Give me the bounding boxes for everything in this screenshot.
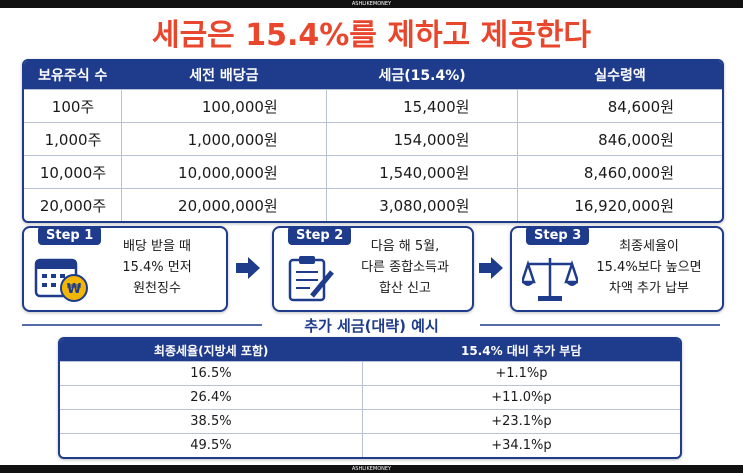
watermark: ASHLIKEMONEY [0,0,743,8]
table-cell: 38.5% [60,409,363,434]
table-cell: 846,000원 [517,122,722,156]
table-row: 38.5% +23.1%p [60,409,680,434]
scale-icon [522,258,578,301]
table-cell: 1,000,000원 [121,122,327,156]
table-cell: 84,600원 [517,89,722,123]
section-rule [22,324,720,326]
table-cell: 8,460,000원 [517,155,722,189]
table-cell: 20,000주 [24,188,122,221]
table-cell: +23.1%p [361,409,680,434]
step-line: 다음 해 5월, [370,239,440,254]
step-line: 15.4% 먼저 [122,260,192,275]
column-header: 세전 배당금 [121,61,327,90]
table-row: 16.5% +1.1%p [60,361,680,386]
table-cell: 20,000,000원 [121,188,327,221]
arrow [236,257,260,279]
rate-table: 최종세율(지방세 포함) 15.4% 대비 추가 부담 16.5% +1.1%p 26.… [58,337,682,459]
table-cell: 1,000주 [24,122,122,156]
step-line: 배당 받을 때 [122,239,192,254]
table-cell: 100,000원 [121,89,327,123]
calendar-icon: ₩ [34,258,88,302]
section-title: 추가 세금(대략) 예시 [304,317,439,335]
column-header: 세금(15.4%) [326,61,518,90]
table-row: 49.5% +34.1%p [60,433,680,457]
table-cell: 15,400원 [325,89,518,123]
column-header: 실수령액 [517,61,722,90]
table-cell: 10,000,000원 [121,155,327,189]
step-line: 차액 추가 납부 [608,281,690,296]
table-cell: 49.5% [60,433,363,457]
table-cell: +11.0%p [361,385,680,410]
clipboard-icon [288,256,334,302]
step-badge: Step 3 [526,226,590,245]
table-row: 26.4% +11.0%p [60,385,680,410]
step-line: 다른 종합소득과 [361,260,449,275]
table-cell: +34.1%p [361,433,680,457]
table-row: 100주 100,000원 15,400원 84,600원 [24,89,722,123]
watermark: ASHLIKEMONEY [0,465,743,473]
column-header: 15.4% 대비 추가 부담 [362,339,680,362]
table-cell: 10,000주 [24,155,122,189]
table-row: 10,000주 10,000,000원 1,540,000원 8,460,000원 [24,155,722,189]
step-badge: Step 2 [288,226,352,245]
step-line: 합산 신고 [379,281,431,296]
table-cell: 26.4% [60,385,363,410]
column-header: 보유주식 수 [24,61,122,90]
svg-text:₩: ₩ [67,282,82,297]
table-row: 20,000주 20,000,000원 3,080,000원 16,920,000원 [24,188,722,221]
dividend-table: 보유주식 수 세전 배당금 세금(15.4%) 실수령액 100주 100,000원 15,… [22,59,724,223]
step-line: 15.4%보다 높으면 [596,260,702,275]
table-row: 1,000주 1,000,000원 154,000원 846,000원 [24,122,722,156]
table-cell: 3,080,000원 [325,188,518,221]
step-line: 최종세율이 [619,239,679,254]
arrow [479,257,503,279]
table-cell: +1.1%p [361,361,680,386]
title: 세금은 15.4%를 제하고 제공한다 [151,18,591,53]
step-badge: Step 1 [38,226,102,245]
table-cell: 16.5% [60,361,363,386]
table-cell: 16,920,000원 [517,188,722,221]
step-line: 원천징수 [133,281,181,296]
table-cell: 154,000원 [325,122,518,156]
table-cell: 1,540,000원 [325,155,518,189]
column-header: 최종세율(지방세 포함) [60,339,363,362]
table-cell: 100주 [24,89,122,123]
